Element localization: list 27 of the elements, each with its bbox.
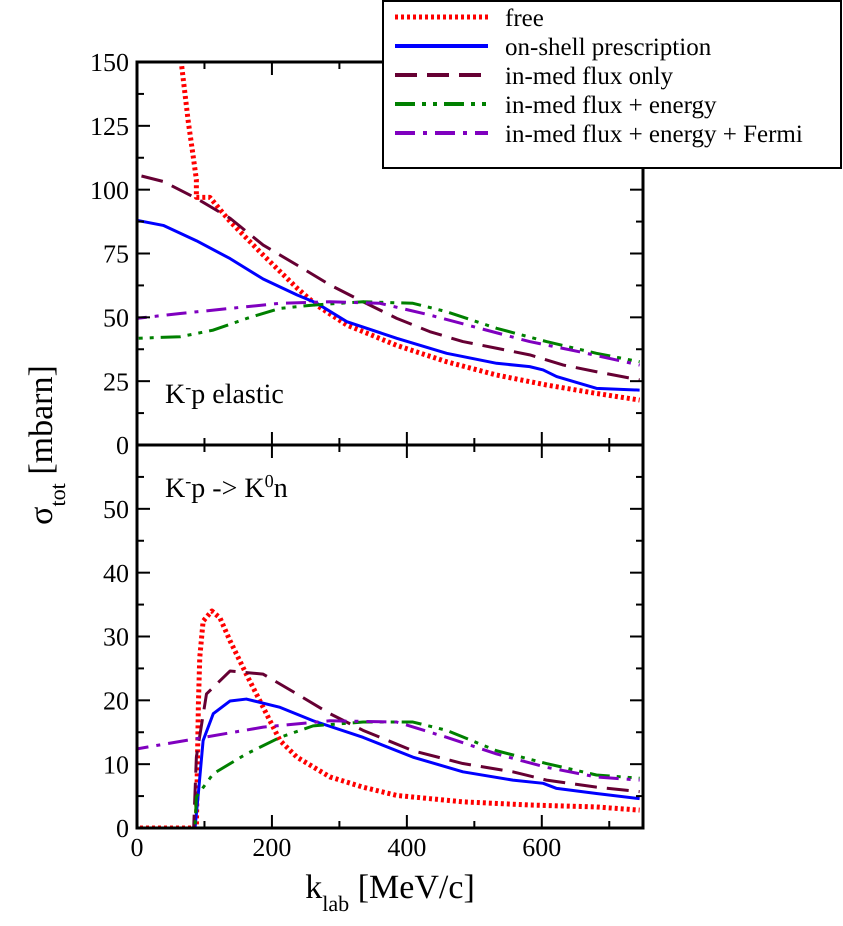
line-series bbox=[137, 719, 642, 782]
legend-label: on-shell prescription bbox=[505, 34, 712, 61]
y-tick-label: 30 bbox=[103, 622, 129, 652]
x-tick-label: 200 bbox=[252, 833, 292, 862]
y-tick-label: 0 bbox=[116, 814, 129, 844]
y-tick-label: 50 bbox=[103, 303, 129, 332]
annotation: K$^{-}$p -> K$^{0}$n bbox=[165, 471, 288, 504]
legend-label: free bbox=[505, 4, 544, 32]
y-tick-label: 0 bbox=[116, 431, 129, 460]
y-tick-label: 20 bbox=[103, 686, 129, 716]
y-tick-label: 10 bbox=[103, 750, 129, 780]
legend-label: in-med flux only bbox=[505, 62, 674, 90]
y-tick-label: 50 bbox=[103, 494, 129, 524]
x-tick-label: 600 bbox=[522, 833, 562, 862]
x-tick-label: 400 bbox=[387, 833, 426, 862]
y-tick-label: 25 bbox=[103, 367, 129, 396]
x-axis-title: k$_{lab}$ [MeV/c] bbox=[305, 869, 475, 916]
line-series bbox=[192, 669, 642, 828]
annotation: K$^{-}$p elastic bbox=[165, 377, 284, 410]
y-tick-label: 150 bbox=[90, 48, 129, 78]
y-tick-label: 100 bbox=[90, 176, 129, 205]
legend-label: in-med flux + energy + Fermi bbox=[505, 120, 803, 148]
y-tick-label: 75 bbox=[103, 240, 129, 269]
legend-label: in-med flux + energy bbox=[505, 92, 717, 119]
line-series bbox=[194, 698, 642, 828]
y-tick-label: 40 bbox=[103, 558, 129, 588]
y-tick-label: 125 bbox=[90, 112, 129, 141]
